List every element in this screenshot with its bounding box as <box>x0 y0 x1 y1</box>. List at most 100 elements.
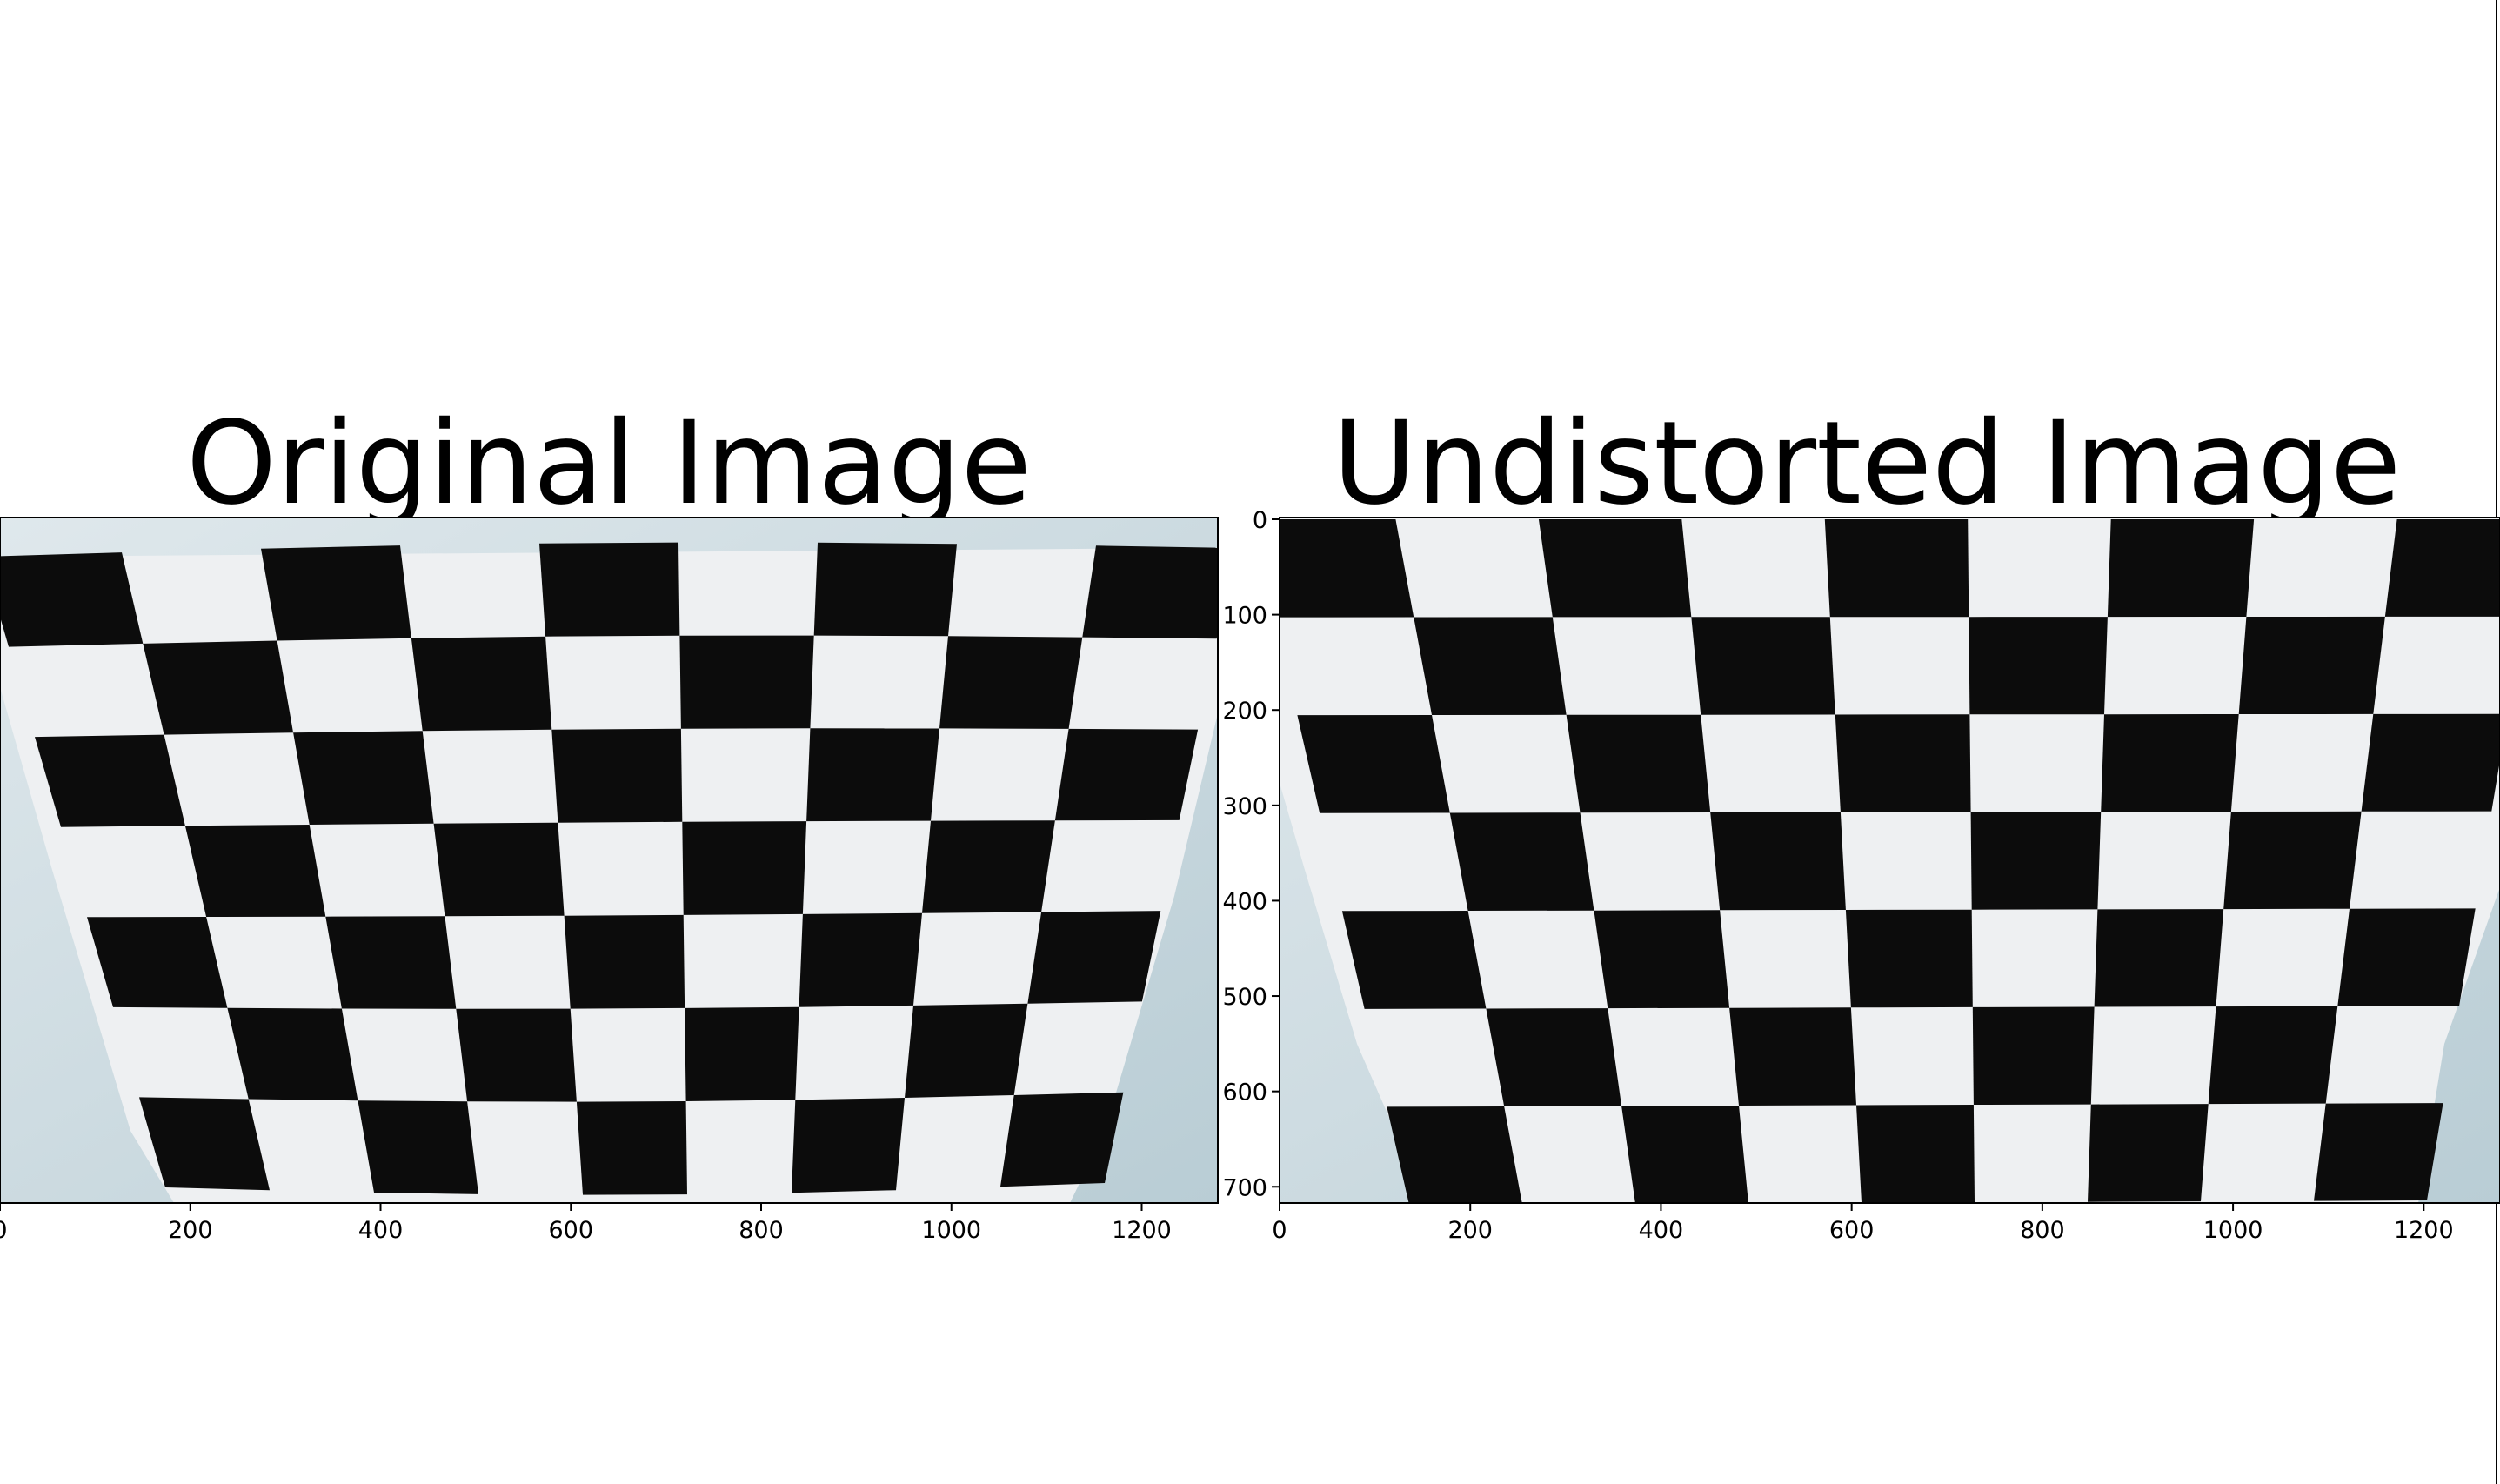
checker-square <box>2088 1104 2209 1202</box>
checker-square <box>293 731 434 825</box>
x-tick-label: 400 <box>358 1217 404 1244</box>
checker-square <box>1824 519 1969 618</box>
undistorted-x-axis: 0 200 400 600 800 1000 1200 <box>1272 1203 2454 1244</box>
checker-square <box>939 636 1083 729</box>
checker-square <box>1486 1008 1622 1106</box>
checker-square <box>2208 1006 2338 1105</box>
checker-square <box>576 1101 687 1195</box>
panel-title-undistorted: Undistorted Image <box>1333 397 2401 531</box>
x-tick-label: 1200 <box>1112 1217 1172 1244</box>
x-tick-label: 600 <box>1829 1217 1875 1244</box>
checker-square <box>1297 715 1450 813</box>
x-tick-label: 1200 <box>2394 1217 2454 1244</box>
checker-square <box>87 917 228 1008</box>
checker-square <box>799 912 922 1007</box>
y-tick-label: 400 <box>1222 888 1267 915</box>
checker-square <box>261 545 411 641</box>
checker-square <box>1710 812 1846 911</box>
panel-original: Original Image 0 200 400 600 800 1000 1200 <box>0 397 1219 1244</box>
x-tick-label: 600 <box>548 1217 593 1244</box>
y-tick-label: 700 <box>1222 1174 1267 1201</box>
checker-square <box>227 1007 358 1101</box>
original-image-frame <box>0 517 1219 1204</box>
checker-square <box>2094 909 2224 1007</box>
checker-square <box>2314 1103 2443 1201</box>
checker-square <box>564 914 685 1009</box>
checker-square <box>1845 909 1973 1008</box>
checker-square <box>2101 714 2239 812</box>
checker-square <box>679 635 814 729</box>
checker-square <box>2384 519 2500 617</box>
panel-undistorted: Undistorted Image 0 200 400 600 800 1000 1200 … <box>1222 397 2500 1244</box>
checker-square <box>2337 908 2476 1006</box>
checker-square <box>1387 1106 1522 1203</box>
checker-square <box>1082 545 1218 639</box>
checker-square <box>2107 519 2255 618</box>
checker-square <box>358 1100 478 1194</box>
checker-square <box>1538 519 1692 618</box>
x-tick-label: 0 <box>1272 1217 1287 1244</box>
undistorted-y-axis: 0 100 200 300 400 500 600 700 <box>1222 507 1280 1201</box>
checker-square <box>456 1008 577 1102</box>
checker-square <box>1729 1007 1856 1106</box>
checker-square <box>35 734 185 827</box>
undistorted-checkerboard <box>1280 519 2500 1203</box>
checker-square <box>139 1097 270 1191</box>
checker-square <box>813 542 957 637</box>
checker-square <box>1969 617 2108 715</box>
checker-square <box>806 728 939 822</box>
checker-square <box>433 822 565 917</box>
checker-square <box>1027 911 1161 1004</box>
y-tick-label: 100 <box>1222 603 1267 630</box>
x-tick-label: 800 <box>2020 1217 2065 1244</box>
checker-square <box>411 636 552 732</box>
checker-square <box>2223 811 2362 910</box>
x-tick-label: 0 <box>0 1217 8 1244</box>
panel-title-original: Original Image <box>186 397 1032 531</box>
checker-square <box>905 1003 1028 1098</box>
checker-square <box>1691 617 1835 715</box>
checker-square <box>1280 519 1414 618</box>
checker-square <box>1970 812 2102 910</box>
checker-square <box>325 916 457 1009</box>
checker-square <box>1054 728 1199 821</box>
checker-square <box>1835 714 1971 812</box>
checker-square <box>2238 616 2385 714</box>
checker-square <box>685 1006 799 1101</box>
y-tick-label: 300 <box>1222 793 1267 820</box>
checker-square <box>1621 1106 1748 1203</box>
y-tick-label: 0 <box>1253 507 1267 534</box>
checker-square <box>1856 1105 1975 1203</box>
x-tick-label: 1000 <box>921 1217 981 1244</box>
checker-square <box>682 821 807 915</box>
checker-square <box>1972 1006 2095 1105</box>
checker-square <box>792 1098 905 1193</box>
checker-square <box>539 542 680 637</box>
original-image <box>0 518 1218 1203</box>
y-tick-label: 200 <box>1222 698 1267 725</box>
checker-square <box>0 552 144 647</box>
y-tick-label: 600 <box>1222 1080 1267 1106</box>
checker-square <box>551 728 683 823</box>
checker-square <box>922 820 1055 913</box>
undistorted-image <box>1280 518 2500 1203</box>
x-tick-label: 800 <box>739 1217 784 1244</box>
original-checkerboard <box>0 542 1218 1195</box>
checker-square <box>143 640 294 735</box>
checker-square <box>1414 617 1567 715</box>
original-x-axis: 0 200 400 600 800 1000 1200 <box>0 1203 1172 1244</box>
checker-square <box>1449 812 1594 911</box>
checker-square <box>1000 1092 1124 1187</box>
checker-square <box>2361 713 2500 812</box>
checker-square <box>1594 910 1730 1009</box>
x-tick-label: 200 <box>1447 1217 1493 1244</box>
x-tick-label: 1000 <box>2203 1217 2263 1244</box>
checker-square <box>1341 911 1487 1009</box>
y-tick-label: 500 <box>1222 984 1267 1011</box>
checker-square <box>184 825 326 917</box>
x-tick-label: 200 <box>168 1217 213 1244</box>
checker-square <box>1566 714 1711 813</box>
x-tick-label: 400 <box>1639 1217 1684 1244</box>
undistorted-image-frame <box>1279 517 2500 1204</box>
